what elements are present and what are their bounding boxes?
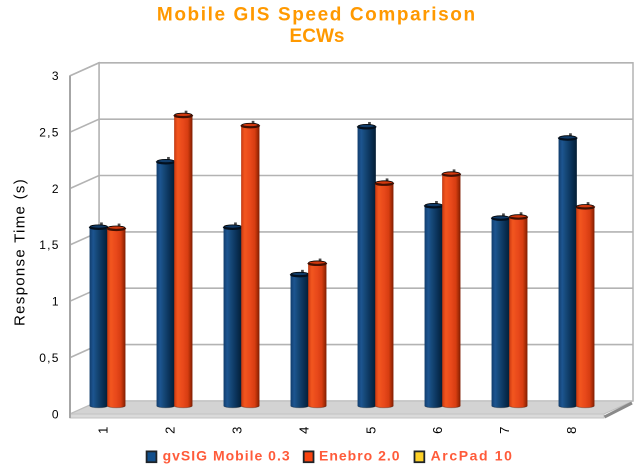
svg-text:gvSIG Mobile 0.3: gvSIG Mobile 0.3 [163,448,291,464]
svg-text:8: 8 [564,427,579,434]
svg-text:3: 3 [229,427,244,434]
svg-text:ECWs: ECWs [290,26,345,47]
svg-text:1: 1 [95,427,110,434]
svg-text:0,5: 0,5 [39,351,60,365]
svg-text:ArcPad 10: ArcPad 10 [431,448,514,464]
svg-text:Response Time (s): Response Time (s) [12,178,29,326]
svg-text:2,5: 2,5 [39,126,60,140]
svg-text:1: 1 [52,295,60,309]
svg-text:0: 0 [52,407,60,421]
svg-text:Enebro 2.0: Enebro 2.0 [319,448,401,464]
svg-text:7: 7 [497,427,512,434]
svg-text:1,5: 1,5 [39,238,60,252]
svg-text:5: 5 [363,427,378,434]
svg-text:6: 6 [430,427,445,434]
svg-text:2: 2 [52,182,60,196]
svg-text:2: 2 [162,427,177,434]
svg-text:Mobile GIS Speed Comparison: Mobile GIS Speed Comparison [157,5,477,26]
svg-text:3: 3 [52,69,60,83]
svg-text:4: 4 [296,427,311,434]
